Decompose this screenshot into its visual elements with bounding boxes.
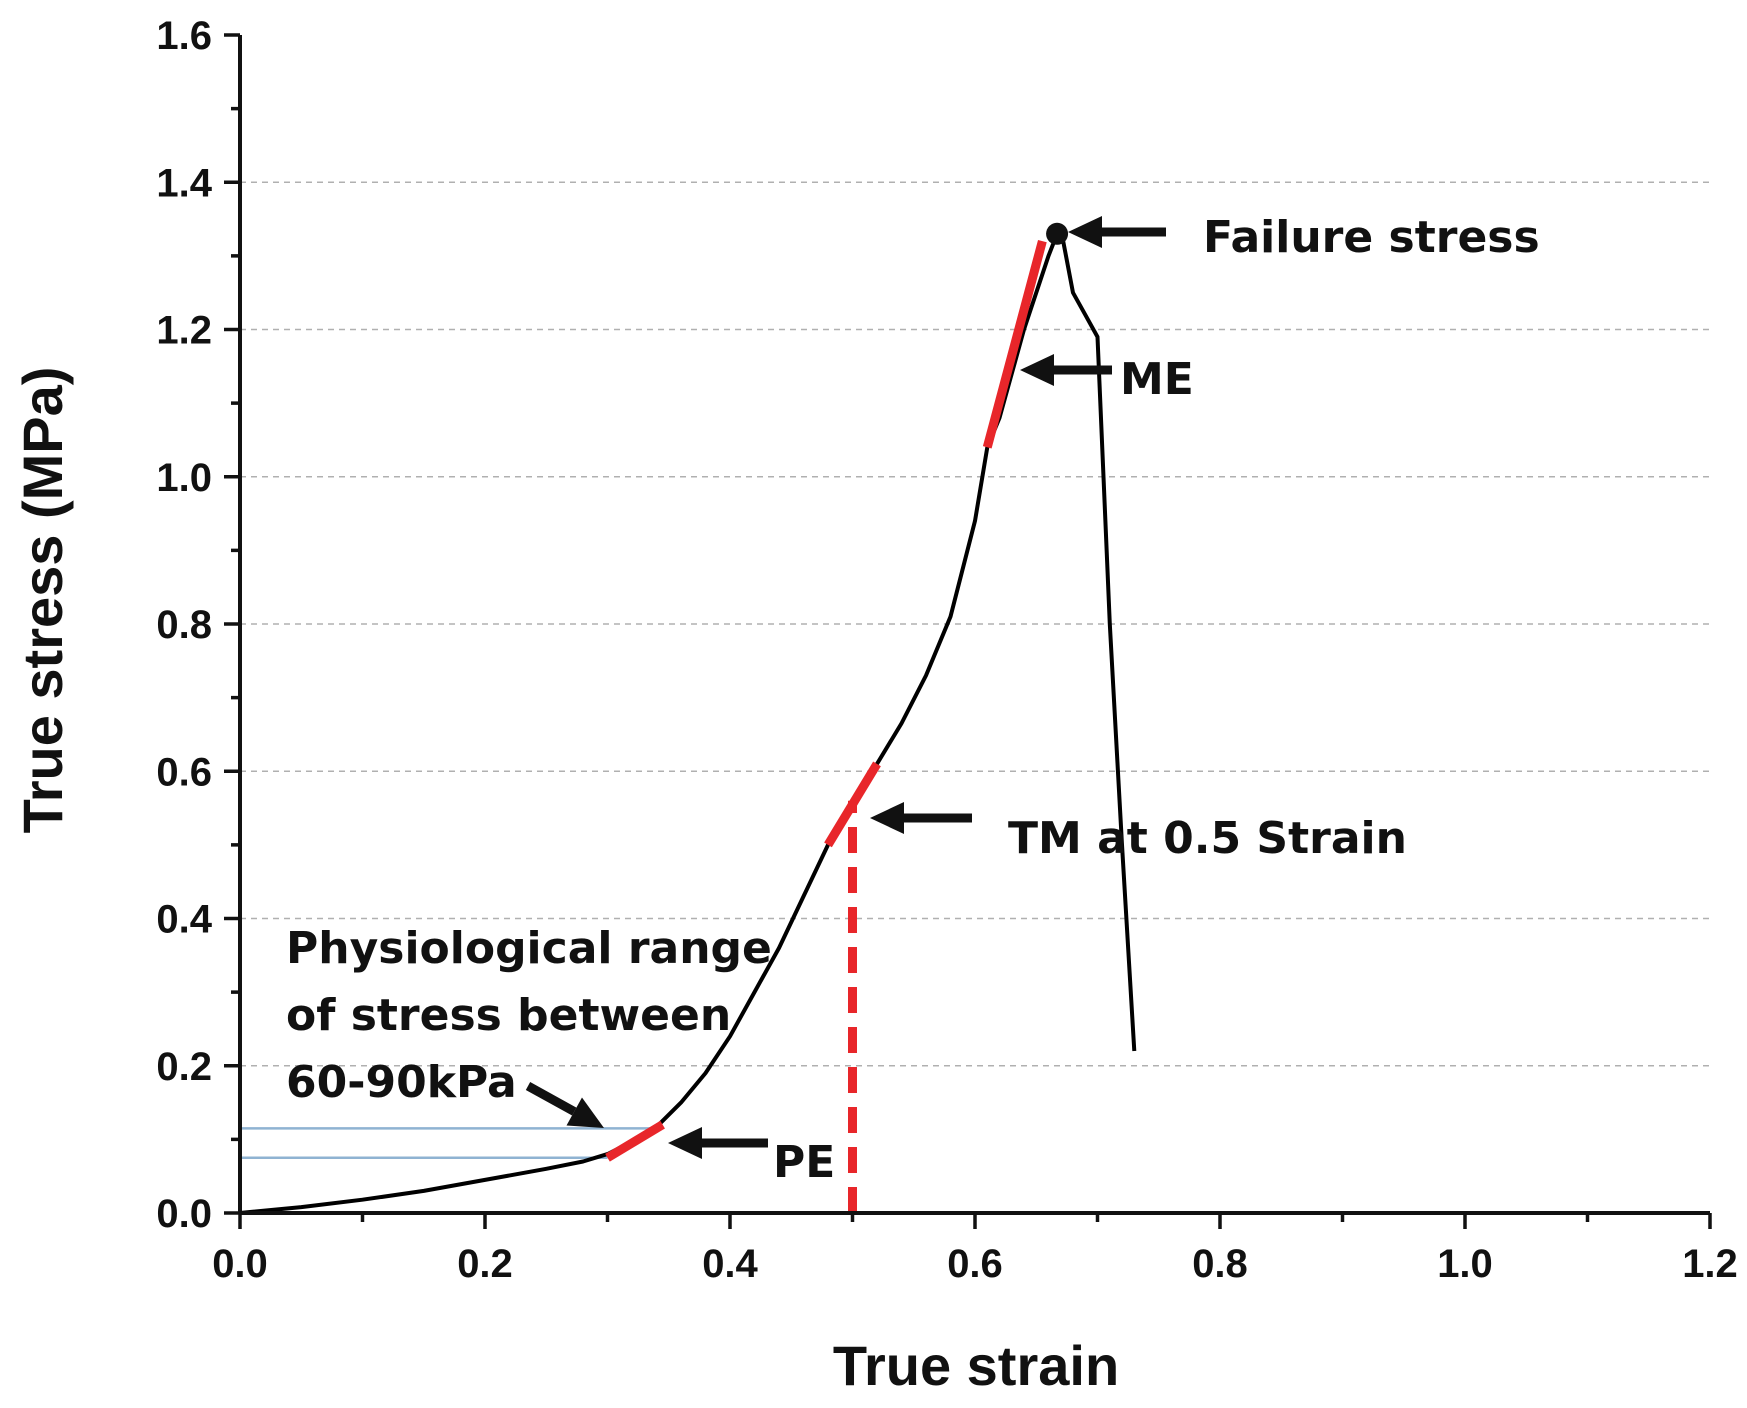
y-tick-label: 0.4 <box>156 898 212 942</box>
arrow-shaft <box>525 1082 577 1116</box>
annotation-arrows <box>525 216 1166 1159</box>
annotation-failure-stress: Failure stress <box>1203 212 1540 263</box>
annotation-me: ME <box>1120 354 1194 405</box>
arrow-head <box>1068 216 1102 248</box>
highlight-pe <box>605 1120 665 1162</box>
highlight-layer <box>605 222 1069 1213</box>
annotation-physiological-line3: 60-90kPa <box>286 1057 517 1108</box>
x-tick-label: 0.0 <box>212 1242 268 1286</box>
arrow-head <box>566 1097 604 1128</box>
arrow-head <box>870 802 904 834</box>
x-tick-label: 0.2 <box>457 1242 513 1286</box>
y-tick-label: 0.6 <box>156 750 212 794</box>
annotation-physiological-line2: of stress between <box>286 990 731 1041</box>
x-tick-label: 1.0 <box>1437 1242 1493 1286</box>
arrow-physiological <box>525 1082 604 1128</box>
y-tick-label: 0.8 <box>156 603 212 647</box>
x-tick-label: 1.2 <box>1682 1242 1738 1286</box>
y-tick-label: 0.0 <box>156 1192 212 1236</box>
annotation-physiological-line1: Physiological range <box>286 923 772 974</box>
x-tick-label: 0.8 <box>1192 1242 1248 1286</box>
x-tick-label: 0.6 <box>947 1242 1003 1286</box>
tick-labels: 0.0 0.2 0.4 0.6 0.8 1.0 1.2 1.4 1.6 0.0 0.2 0.4 0.6 0… <box>156 14 1737 1286</box>
grid-lines <box>240 181 1710 1067</box>
highlight-me <box>982 239 1047 449</box>
y-tick-label: 1.2 <box>156 309 212 353</box>
y-tick-label: 1.0 <box>156 456 212 500</box>
failure-point <box>1046 222 1069 245</box>
arrow-head <box>1020 354 1054 386</box>
arrow-me <box>1020 354 1112 386</box>
arrow-head <box>668 1127 702 1159</box>
y-tick-label: 1.4 <box>156 161 212 205</box>
tick-marks <box>224 33 1712 1229</box>
physiological-range-lines <box>240 1127 651 1160</box>
y-axis-title: True stress (MPa) <box>11 367 74 834</box>
y-tick-label: 0.2 <box>156 1045 212 1089</box>
annotation-pe: PE <box>773 1137 835 1188</box>
arrow-failure-stress <box>1068 216 1166 248</box>
arrow-tm <box>870 802 972 834</box>
arrow-pe <box>668 1127 768 1159</box>
x-axis-title: True strain <box>833 1334 1119 1397</box>
annotation-tm: TM at 0.5 Strain <box>1008 813 1407 864</box>
y-tick-label: 1.6 <box>156 14 212 58</box>
x-tick-label: 0.4 <box>702 1242 758 1286</box>
